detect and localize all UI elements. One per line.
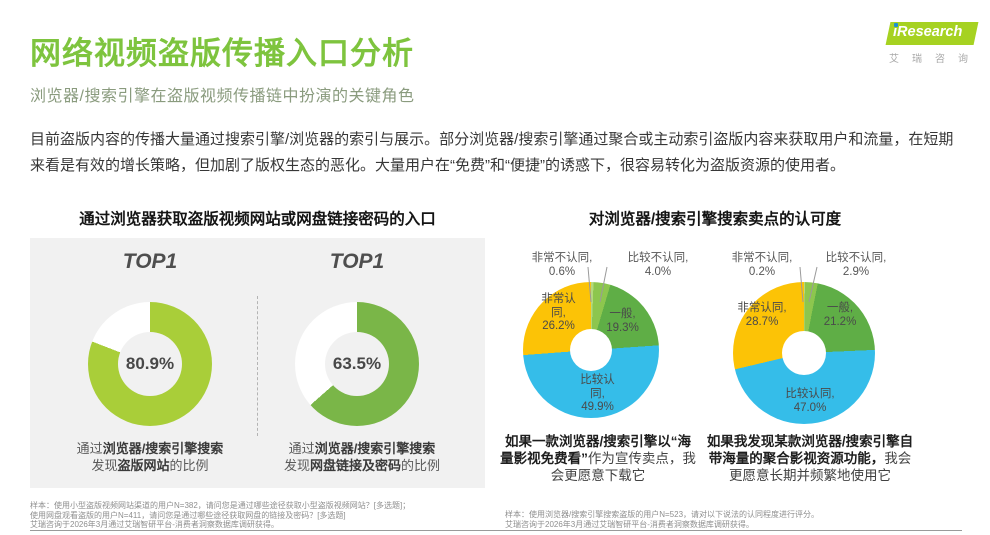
pie2-caption-bold: 如果我发现某款浏览器/搜索引擎自带海量的聚合影视资源功能， — [706, 434, 914, 466]
pie1-center-hole — [570, 329, 612, 371]
page-subtitle: 浏览器/搜索引擎在盗版视频传播链中扮演的关键角色 — [30, 88, 415, 105]
left-footnote: 样本：使用小型盗版视频网站渠道的用户N=382，请问您是通过哪些途径获取小型盗版… — [30, 501, 490, 530]
gauge2-caption-post: 的比例 — [401, 458, 441, 473]
iresearch-logo-text: iResearch — [893, 24, 963, 40]
gauge2-caption: 通过浏览器/搜索引擎搜索 发现网盘链接及密码的比例 — [262, 440, 462, 474]
pie1-neutral-name: 一般, — [609, 308, 636, 320]
right-footnote: 样本：使用浏览器/搜索引擎搜索盗版的用户N=523，请对以下说法的认同程度进行评… — [505, 510, 975, 529]
gauge2-caption-bold2: 网盘链接及密码 — [309, 458, 401, 473]
pie2-disagree-value: 2.9% — [842, 265, 870, 278]
pie1-disagree-name: 比较不认同, — [627, 252, 689, 264]
gauge1-caption-bold1: 浏览器/搜索引擎搜索 — [102, 441, 224, 456]
gauge1-rank-label: TOP1 — [122, 250, 178, 273]
left-footnote-line3: 艾瑞咨询于2026年3月通过艾瑞智研平台-消费者洞察数据库调研获得。 — [30, 520, 279, 529]
pie1-caption-bold: 如果一款浏览器/搜索引擎以“海量影视免费看” — [500, 434, 691, 466]
right-footnote-line2: 艾瑞咨询于2026年3月通过艾瑞智研平台-消费者洞察数据库调研获得。 — [505, 519, 754, 529]
bottom-rule — [30, 530, 962, 531]
donut1-center: 80.9% — [118, 332, 182, 396]
pie2-agree-value: 47.0% — [793, 401, 827, 414]
left-footnote-line1: 样本：使用小型盗版视频网站渠道的用户N=382，请问您是通过哪些途径获取小型盗版… — [30, 501, 411, 510]
pie2-neutral-value: 21.2% — [823, 315, 857, 328]
pie2-label-disagree: 比较不认同, 2.9% — [806, 252, 906, 279]
pie2-label-very-disagree: 非常不认同, 0.2% — [712, 252, 812, 279]
right-footnote-line1: 样本：使用浏览器/搜索引擎搜索盗版的用户N=523，请对以下说法的认同程度进行评… — [505, 510, 820, 519]
gauge1-caption-mid: 发现 — [91, 458, 118, 473]
pie2-neutral-name: 一般, — [826, 302, 854, 314]
pie2-caption: 如果我发现某款浏览器/搜索引擎自带海量的聚合影视资源功能，我会更愿意长期并频繁地… — [705, 433, 915, 484]
pie1-agree-name: 比较认 — [580, 374, 615, 386]
pie1-agree-value: 49.9% — [581, 401, 614, 413]
gauge2-caption-mid: 发现 — [283, 458, 310, 473]
donut-chart-netdisk-links: 63.5% — [295, 302, 419, 426]
pie1-label-neutral: 一般, 19.3% — [585, 308, 660, 335]
donut2-value: 63.5% — [332, 354, 382, 373]
pie1-very-disagree-name: 非常不认同, — [531, 252, 593, 264]
donut-chart-pirate-sites: 80.9% — [88, 302, 212, 426]
donut2-center: 63.5% — [325, 332, 389, 396]
pie1-label-agree: 比较认 同, 49.9% — [555, 374, 640, 415]
pie1-very-agree-name2: 同, — [551, 306, 566, 319]
gauge2-rank-label: TOP1 — [329, 250, 385, 273]
left-footnote-line2: 使用网盘观看盗版的用户N=411，请问您是通过哪些途径获取网盘的链接及密码？[多… — [30, 510, 346, 520]
pie1-very-agree-name: 非常认 — [541, 293, 576, 305]
right-chart-heading: 对浏览器/搜索引擎搜索卖点的认可度 — [588, 211, 842, 228]
pie2-very-agree-name: 非常认同, — [737, 302, 787, 314]
pie2-caption-regular: 我会更愿意长期并频繁地使用它 — [729, 451, 912, 483]
pie1-caption: 如果一款浏览器/搜索引擎以“海量影视免费看”作为宣传卖点，我会更愿意下载它 — [500, 433, 696, 484]
pie1-very-agree-value: 26.2% — [542, 320, 575, 332]
pie1-label-very-agree: 非常认 同, 26.2% — [516, 293, 601, 334]
pie1-very-disagree-value: 0.6% — [548, 265, 576, 278]
pie1-disagree-value: 4.0% — [644, 265, 672, 278]
iresearch-logo-cn: 艾瑞咨询 — [889, 54, 981, 65]
gauge1-caption-post: 的比例 — [169, 458, 209, 473]
gauge1-caption-pre: 通过 — [76, 441, 103, 456]
gauge1-caption-bold2: 盗版网站 — [117, 458, 170, 473]
logo-i-dot-icon — [894, 23, 898, 27]
pie2-disagree-name: 比较不认同, — [825, 252, 887, 264]
pie2-very-agree-value: 28.7% — [745, 315, 779, 328]
pie1-label-very-disagree: 非常不认同, 0.6% — [512, 252, 612, 279]
intro-paragraph: 目前盗版内容的传播大量通过搜索引擎/浏览器的索引与展示。部分浏览器/搜索引擎通过… — [30, 131, 954, 174]
pie2-label-neutral: 一般, 21.2% — [800, 302, 880, 329]
panel-divider — [257, 296, 258, 436]
left-chart-heading: 通过浏览器获取盗版视频网站或网盘链接密码的入口 — [79, 211, 436, 228]
pie2-very-disagree-name: 非常不认同, — [731, 252, 793, 264]
page-title: 网络视频盗版传播入口分析 — [30, 36, 414, 71]
donut1-value: 80.9% — [125, 354, 175, 373]
pie2-center-hole — [782, 331, 826, 375]
pie1-label-disagree: 比较不认同, 4.0% — [608, 252, 708, 279]
gauge2-caption-bold1: 浏览器/搜索引擎搜索 — [314, 441, 436, 456]
pie-chart-usage-willingness — [733, 282, 875, 424]
pie1-neutral-value: 19.3% — [606, 321, 639, 334]
pie2-agree-name: 比较认同, — [785, 388, 835, 400]
pie2-label-very-agree: 非常认同, 28.7% — [712, 302, 812, 329]
gauge1-caption: 通过浏览器/搜索引擎搜索 发现盗版网站的比例 — [50, 440, 250, 474]
leader-lines — [587, 266, 818, 303]
pie1-agree-name2: 同, — [590, 387, 605, 400]
pie1-caption-regular: 作为宣传卖点，我会更愿意下载它 — [550, 451, 696, 483]
gauge2-caption-pre: 通过 — [288, 441, 315, 456]
pie-chart-download-willingness — [523, 282, 659, 418]
pie2-label-agree: 比较认同, 47.0% — [765, 388, 855, 415]
pie2-very-disagree-value: 0.2% — [748, 265, 776, 278]
